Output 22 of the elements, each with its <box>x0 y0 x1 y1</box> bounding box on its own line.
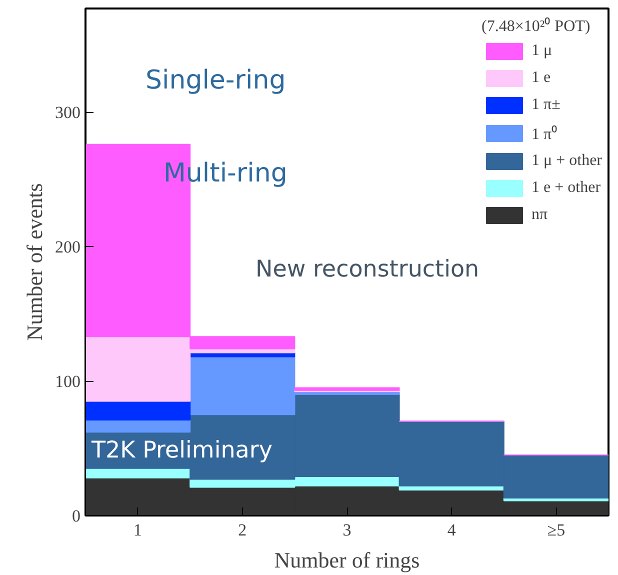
legend-label: 1 π± <box>532 95 560 115</box>
legend-label: 1 π⁰ <box>532 124 558 144</box>
y-tick-label: 300 <box>55 103 80 122</box>
annotation: T2K Preliminary <box>90 438 272 464</box>
legend-label: 1 μ + other <box>532 151 602 171</box>
x-tick-label: ≥5 <box>547 520 566 540</box>
y-axis-title: Number of events <box>22 183 47 341</box>
legend-label: 1 μ <box>532 41 552 61</box>
legend-title: (7.48×10²⁰ POT) <box>482 16 592 36</box>
x-tick-label: 4 <box>447 520 456 540</box>
legend-label: 1 e + other <box>532 178 601 198</box>
x-axis-title: Number of rings <box>274 548 420 572</box>
annotation: New reconstruction <box>256 256 480 282</box>
annotation: Single-ring <box>146 66 286 96</box>
x-tick-label: 3 <box>342 520 352 540</box>
x-tick-label: 2 <box>238 520 247 540</box>
legend-label: 1 e <box>532 68 552 88</box>
y-tick-label: 200 <box>55 238 80 257</box>
y-tick-label: 100 <box>55 372 80 392</box>
x-tick-label: 1 <box>134 520 142 540</box>
y-tick-label: 0 <box>72 506 80 526</box>
legend-label: nπ <box>532 205 549 225</box>
